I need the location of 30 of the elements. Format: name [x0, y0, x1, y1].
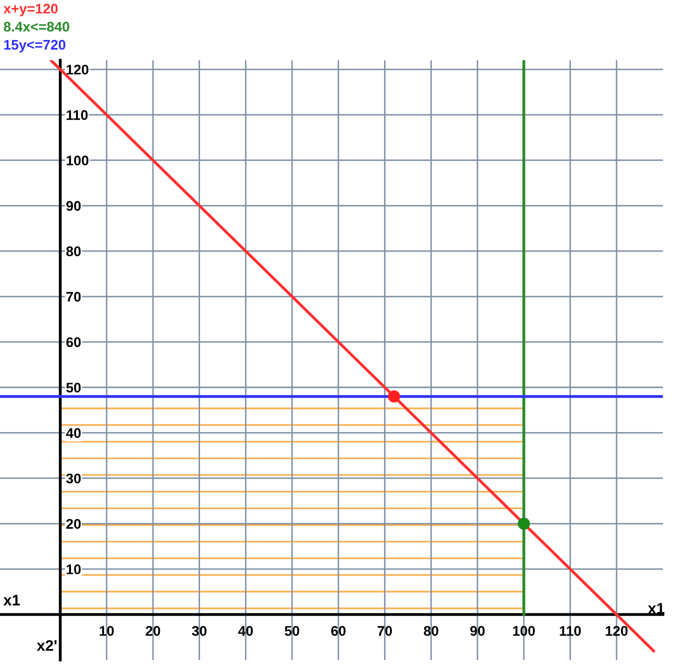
y-tick-label: 70 — [66, 292, 81, 302]
x-tick-label: 110 — [560, 626, 581, 636]
y-tick-label: 20 — [66, 519, 81, 529]
x-tick-label: 80 — [424, 626, 438, 636]
annotation: x1 — [3, 594, 20, 606]
y-tick-label: 60 — [66, 337, 81, 348]
x-axis-title: x1 — [648, 603, 664, 614]
x-tick-label: 40 — [238, 626, 253, 636]
x-tick-label: 50 — [284, 626, 300, 636]
x-tick-label: 100 — [513, 626, 535, 636]
text: 8.4x<=840 — [4, 22, 70, 32]
y-tick-label: 120 — [66, 64, 88, 75]
y-tick-label: 50 — [66, 382, 81, 393]
x-tick-label: 20 — [146, 626, 160, 636]
y-tick-label: 110 — [66, 110, 88, 120]
y-tick-label: 90 — [66, 201, 81, 211]
x-tick-label: 60 — [331, 626, 346, 636]
x-tick-label: 120 — [606, 626, 628, 636]
y-tick-label: 100 — [66, 156, 88, 166]
y-tick-label: 10 — [66, 564, 81, 574]
x-tick-label: 10 — [100, 626, 114, 636]
y-axis-title: x2' — [36, 640, 57, 651]
y-tick-label: 30 — [66, 474, 81, 484]
text: 15y<=720 — [4, 40, 66, 52]
x-tick-label: 30 — [192, 626, 206, 636]
y-tick-label: 40 — [66, 428, 81, 438]
y-tick-label: 80 — [66, 246, 81, 256]
text: x+y=120 — [3, 4, 58, 16]
x-tick-label: 70 — [378, 626, 392, 636]
x-tick-label: 90 — [470, 626, 485, 636]
